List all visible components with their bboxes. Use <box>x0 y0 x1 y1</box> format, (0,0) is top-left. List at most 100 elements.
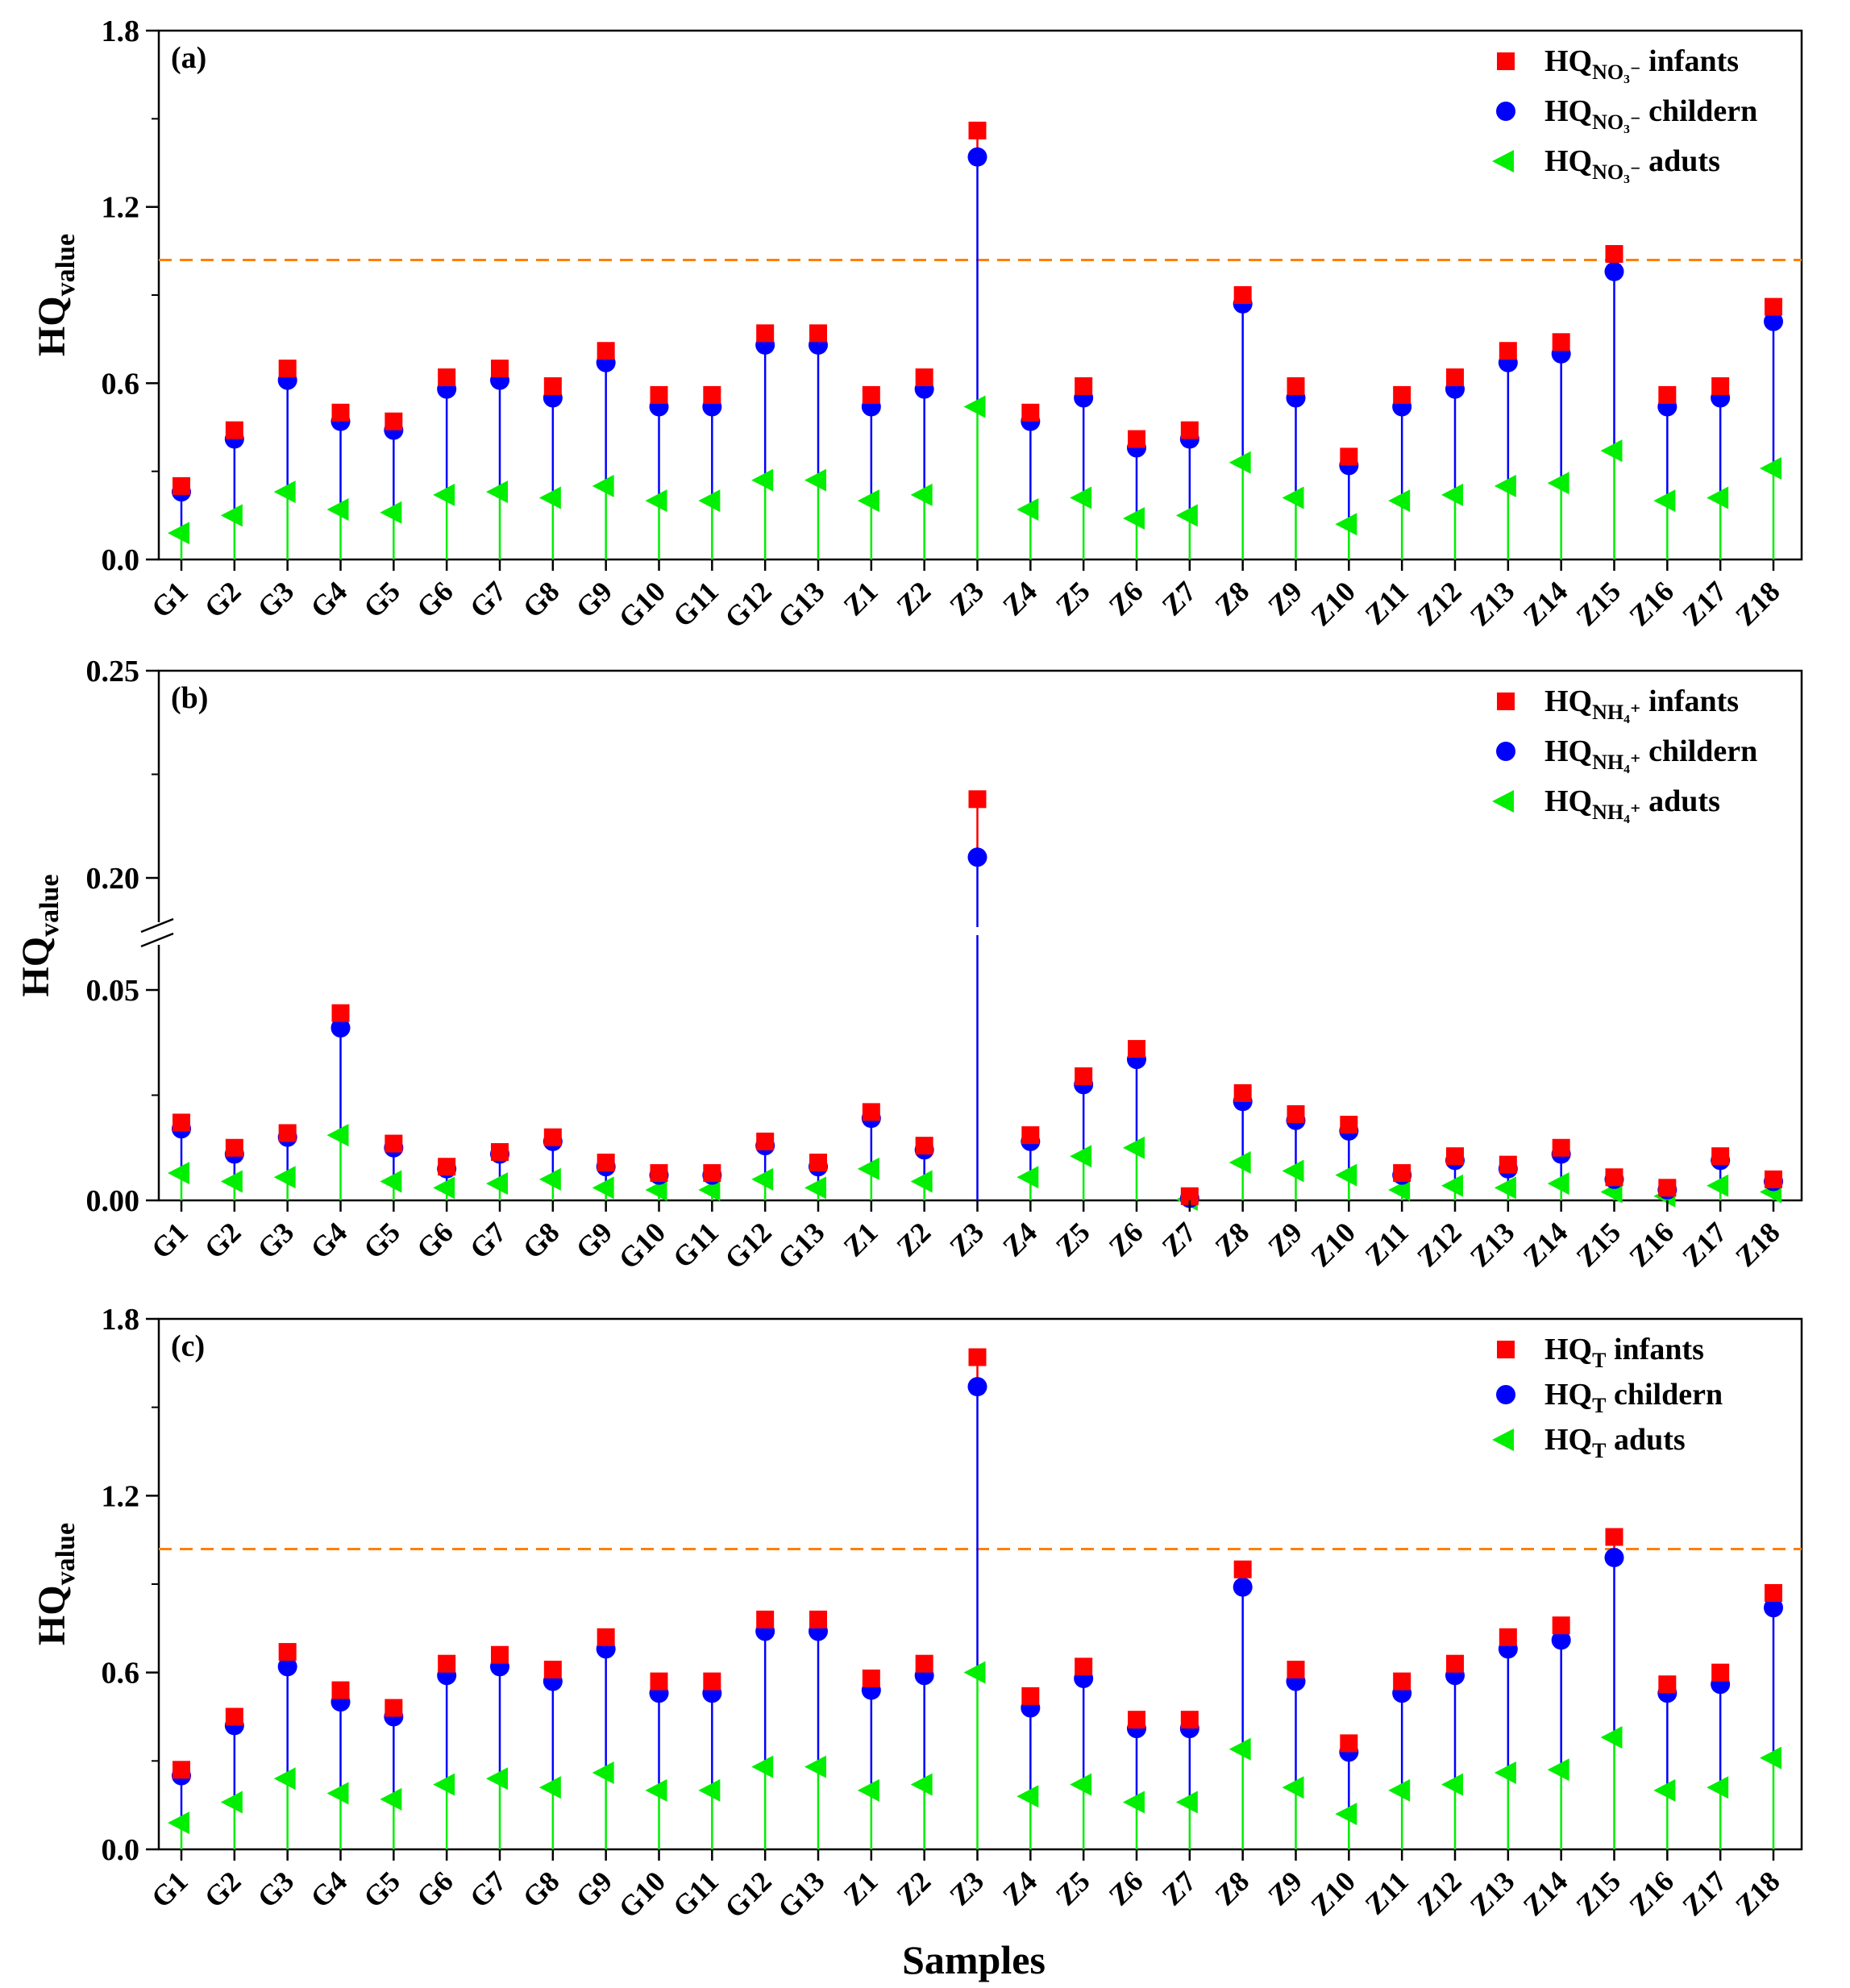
point-aduts <box>1335 1163 1357 1187</box>
point-infants <box>862 385 880 404</box>
point-infants <box>1233 1083 1252 1102</box>
legend-aduts-label: HQT aduts <box>1544 1423 1686 1462</box>
point-childern <box>277 1657 297 1677</box>
panel-label: (c) <box>171 1329 205 1363</box>
panel-a: 0.0 0.6 1.2 1.8 HQvalue (a) G1 G2 G3 G4 G5 G6 G7 G8 G9… <box>31 15 1803 634</box>
point-infants <box>543 376 562 395</box>
point-infants <box>1711 1663 1730 1682</box>
point-aduts <box>1600 439 1623 463</box>
x-tick-label: Z4 <box>996 1865 1043 1911</box>
legend: HQNO₃⁻ infants HQNO₃⁻ childern HQNO₃⁻ adut… <box>1544 44 1757 184</box>
x-tick-label: Z10 <box>1304 575 1362 632</box>
panel-label: (b) <box>171 681 208 715</box>
point-aduts <box>168 1162 189 1185</box>
point-infants <box>1075 1067 1093 1086</box>
legend-childern-marker <box>1496 102 1515 121</box>
point-infants <box>491 1645 509 1664</box>
point-infants <box>1075 1657 1093 1676</box>
x-tick-label: Z6 <box>1103 575 1149 622</box>
point-aduts <box>1070 1145 1092 1168</box>
point-infants <box>1658 1179 1677 1197</box>
x-tick-label: G12 <box>718 575 778 634</box>
x-tick-label: G9 <box>570 575 619 624</box>
point-aduts <box>1228 1151 1251 1175</box>
x-tick-label: G5 <box>357 1865 406 1914</box>
point-aduts <box>1547 1758 1569 1782</box>
y-tick-label: 1.2 <box>102 191 140 225</box>
point-infants <box>1658 385 1677 404</box>
x-tick-label: Z5 <box>1050 575 1096 622</box>
point-aduts <box>645 1778 667 1802</box>
point-aduts <box>1388 1778 1411 1802</box>
point-infants <box>173 476 190 495</box>
point-infants <box>915 1654 933 1673</box>
point-infants <box>1765 1170 1782 1188</box>
point-infants <box>1180 1711 1199 1729</box>
point-infants <box>1128 1711 1145 1729</box>
axis-break-mark <box>140 932 174 948</box>
point-infants <box>703 1164 721 1183</box>
x-tick-label: Z12 <box>1411 1865 1468 1922</box>
x-tick-label: G13 <box>771 1865 831 1924</box>
x-tick-label: Z7 <box>1155 1865 1202 1911</box>
point-infants <box>703 1672 721 1691</box>
point-aduts <box>538 486 561 509</box>
x-tick-label: G10 <box>613 1865 672 1924</box>
point-aduts <box>168 1811 189 1835</box>
axis-break-mark <box>140 917 174 934</box>
x-tick-label: Z12 <box>1411 575 1468 632</box>
point-aduts <box>1070 486 1092 509</box>
x-tick-label: Z11 <box>1359 1216 1415 1271</box>
point-infants <box>491 360 509 378</box>
y-tick-label: 0.6 <box>102 1657 140 1691</box>
panel-label: (a) <box>171 41 206 75</box>
x-tick-label: G8 <box>517 1865 566 1914</box>
point-aduts <box>1547 1172 1569 1196</box>
legend-childern-label: HQNO₃⁻ childern <box>1544 94 1757 134</box>
point-infants <box>278 1643 297 1662</box>
point-aduts <box>910 1773 933 1796</box>
x-tick-label: Z1 <box>837 1216 883 1262</box>
x-tick-label: G4 <box>304 1865 353 1914</box>
point-infants <box>862 1669 880 1687</box>
point-aduts <box>538 1167 561 1191</box>
legend-aduts-marker <box>1492 790 1514 813</box>
point-aduts <box>1760 1746 1781 1770</box>
point-aduts <box>1707 1174 1729 1197</box>
x-tick-label: Z2 <box>890 575 937 622</box>
legend-infants-marker <box>1497 1341 1515 1358</box>
x-tick-label: G7 <box>464 575 513 624</box>
point-aduts <box>1123 1136 1145 1159</box>
x-tick-label: Z3 <box>943 1865 990 1911</box>
point-aduts <box>1494 1176 1516 1200</box>
x-tick-label: Z3 <box>943 1216 990 1262</box>
point-childern <box>967 147 987 167</box>
x-tick-label: Z13 <box>1464 1216 1521 1273</box>
point-infants <box>1180 421 1199 439</box>
point-childern <box>331 1017 351 1038</box>
point-infants <box>1393 385 1411 404</box>
point-infants <box>1075 376 1093 395</box>
point-aduts <box>1707 1776 1729 1799</box>
point-infants <box>756 1132 775 1150</box>
point-aduts <box>326 1124 349 1147</box>
point-aduts <box>698 1778 721 1802</box>
point-aduts <box>910 483 933 506</box>
x-tick-label: Z8 <box>1208 1216 1255 1262</box>
x-tick-label: Z9 <box>1262 1865 1308 1911</box>
point-infants <box>597 342 615 360</box>
x-tick-label: G11 <box>667 575 725 633</box>
point-infants <box>1765 1583 1782 1602</box>
y-tick-label: 1.8 <box>102 15 140 48</box>
x-tick-label: Z18 <box>1729 1865 1786 1922</box>
point-infants <box>1446 1654 1464 1673</box>
point-aduts <box>963 1661 986 1684</box>
point-aduts <box>273 1767 296 1790</box>
x-tick-label: Z17 <box>1676 1216 1733 1273</box>
x-tick-label: G1 <box>145 575 194 624</box>
point-infants <box>331 1681 350 1699</box>
point-aduts <box>168 522 189 545</box>
point-infants <box>438 1158 456 1176</box>
point-aduts <box>273 1166 296 1189</box>
